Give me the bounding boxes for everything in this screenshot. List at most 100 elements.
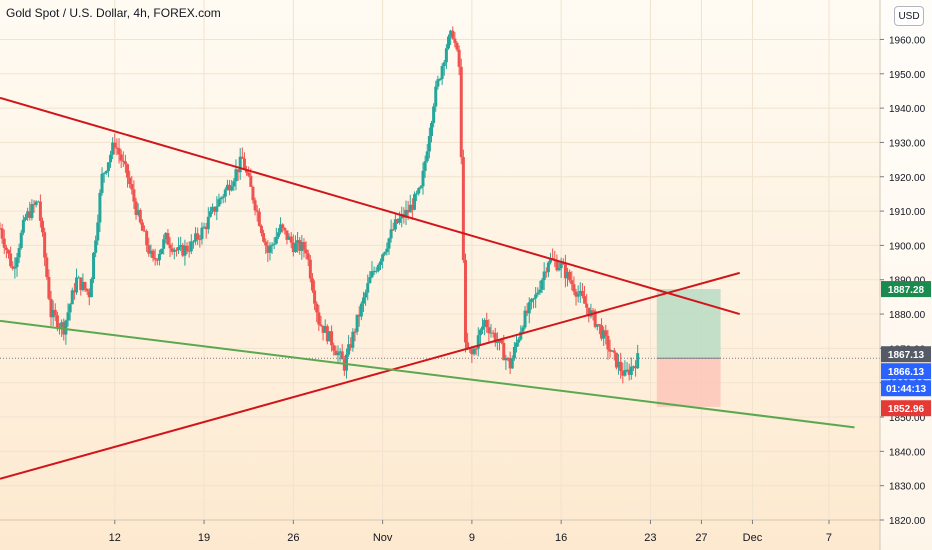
candle-body (529, 299, 533, 303)
candle-body (240, 156, 244, 159)
candle-body (49, 298, 53, 318)
candle-body (0, 228, 4, 239)
candle-body (170, 248, 174, 252)
candle-body (113, 142, 117, 148)
target-price-badge: 1887.28 (888, 285, 925, 296)
candle-body (591, 310, 595, 312)
candle-body (378, 261, 382, 265)
stop-price-badge-bg (881, 400, 931, 417)
candle-body (398, 218, 402, 223)
candle-body (191, 241, 195, 243)
candle-body (151, 250, 155, 259)
time-tick-label: 12 (109, 532, 121, 544)
price-badges: 1887.28 1867.13 1866.13 01:44:13 1852.96 (881, 281, 931, 417)
candle-body (319, 324, 323, 326)
candle-body (136, 210, 140, 215)
candle-body (385, 248, 389, 253)
candle-body (515, 342, 519, 348)
candle-body (574, 291, 578, 297)
candle-body (432, 106, 436, 123)
candle-body (444, 48, 448, 63)
candle-body (474, 348, 478, 350)
candle-body (327, 331, 331, 342)
candle-body (213, 206, 217, 212)
candle-body (121, 160, 125, 162)
candle-body (470, 349, 474, 355)
candle-body (434, 86, 438, 107)
candle-body (259, 225, 263, 234)
candle-body (92, 252, 96, 279)
candle-body (302, 242, 306, 250)
trendline-red-0[interactable] (0, 96, 740, 316)
candle-body (597, 324, 601, 326)
candle-body (585, 303, 589, 308)
time-axis[interactable]: 12 19 26 Nov 9 16 23 27 Dec 7 (0, 519, 880, 544)
candle-body (236, 169, 240, 173)
candle-body (376, 264, 380, 271)
candle-body (287, 236, 291, 240)
candle-body (15, 257, 19, 268)
candle-body (538, 289, 542, 293)
candle-body (123, 161, 127, 165)
candle-body (96, 222, 100, 241)
candle-body (604, 330, 608, 336)
price-axis[interactable]: 1820.001830.001840.001850.001860.001870.… (879, 0, 932, 550)
trendlines[interactable] (0, 96, 855, 480)
candle-body (43, 232, 47, 258)
candle-body (557, 268, 561, 271)
candle-body (472, 348, 476, 355)
candle-body (461, 157, 465, 261)
candle-body (361, 297, 365, 304)
candle-body (266, 245, 270, 253)
candle-body (342, 359, 346, 371)
price-axis-bg (880, 0, 932, 550)
candle-body (502, 343, 506, 361)
bid-price-badge: 1866.13 (888, 367, 925, 378)
candle-body (338, 351, 342, 353)
trendline-red-1[interactable] (0, 271, 740, 480)
candle-body (268, 245, 272, 253)
candle-body (34, 201, 38, 206)
candle-body (521, 327, 525, 332)
candle-body (196, 233, 200, 240)
candle-body (36, 201, 40, 203)
candle-body (70, 290, 74, 305)
price-tick-label: 1940.00 (889, 104, 926, 115)
candle-body (504, 357, 508, 361)
candle-body (104, 171, 108, 173)
candle-body (119, 154, 123, 161)
candle-body (583, 296, 587, 304)
candle-body (2, 238, 6, 248)
currency-button[interactable]: USD (894, 6, 924, 26)
stop-price-badge: 1852.96 (888, 404, 925, 415)
candle-body (625, 369, 629, 371)
candle-body (164, 233, 168, 240)
candle-body (289, 236, 293, 243)
candle-body (483, 320, 487, 327)
candle-body (485, 320, 489, 328)
price-tick-label: 1900.00 (889, 241, 926, 252)
time-tick-label: 26 (287, 532, 299, 544)
candle-body (66, 312, 70, 321)
candle-body (189, 241, 193, 252)
candle-body (532, 298, 536, 300)
candle-body (629, 366, 633, 375)
trendline-green-2[interactable] (0, 319, 855, 429)
candle-body (317, 312, 321, 325)
candle-body (500, 339, 504, 344)
countdown-badge: 01:44:13 (886, 384, 926, 395)
candle-body (510, 358, 514, 369)
price-tick-label: 1840.00 (889, 447, 926, 458)
candle-body (442, 62, 446, 67)
time-tick-label: Nov (373, 532, 393, 544)
candle-body (476, 335, 480, 349)
candle-body (68, 304, 72, 313)
candle-body (94, 240, 98, 253)
candle-body (366, 283, 370, 293)
candle-body (555, 260, 559, 271)
position-tool[interactable] (656, 289, 721, 407)
candle-body (134, 201, 138, 215)
candle-body (623, 370, 627, 376)
